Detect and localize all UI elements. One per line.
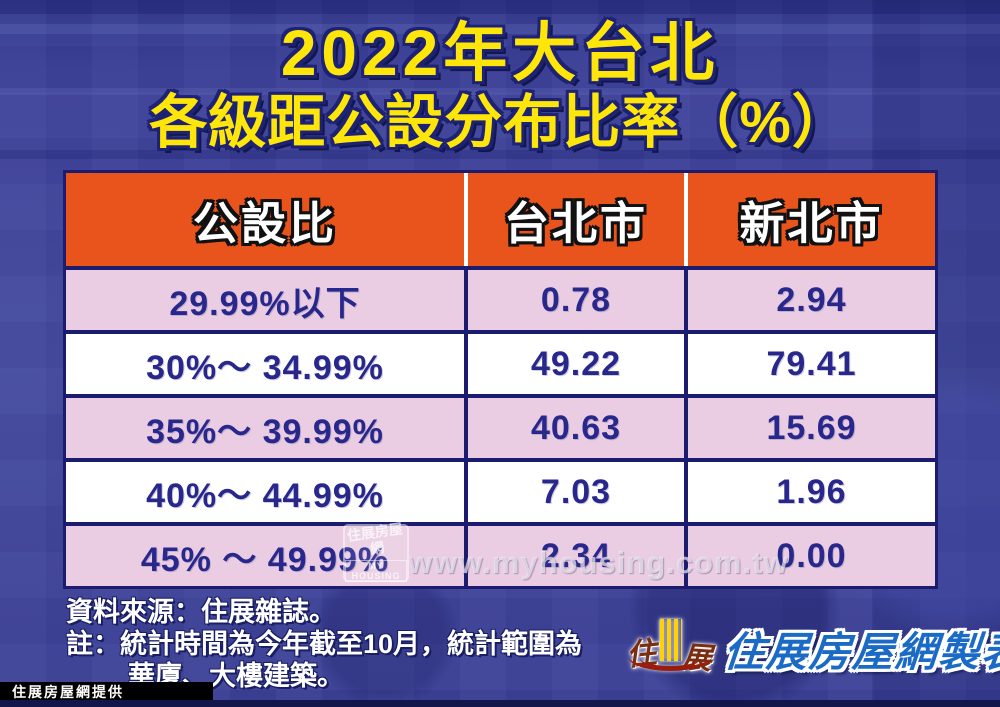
myhousing-watermark-logo: 住展房屋網 MY HOUSING: [343, 520, 409, 582]
background-streak: [0, 24, 1000, 34]
publisher-logo: 住 展 住展房屋網製表: [624, 617, 1000, 679]
watermark-logo-chinese: 住展房屋網: [346, 520, 404, 557]
header-cell-ratio-bracket: 公設比: [192, 198, 337, 249]
row-label: 40%～ 44.99%: [146, 476, 384, 515]
footer-notes: 資料來源：住展雜誌。 註：統計時間為今年截至10月，統計範圍為 華廈、大樓建築。: [66, 596, 582, 692]
provider-strip: 住展房屋網提供: [0, 682, 213, 702]
taipei-value: 49.22: [464, 334, 684, 394]
background-streak: [0, 150, 1000, 159]
taipei-value: 7.03: [464, 462, 684, 522]
watermark-url: www.myhousing.com.tw: [408, 545, 789, 580]
juzhan-emblem-icon: 住 展: [624, 617, 716, 679]
row-label: 45% ～ 49.99%: [140, 540, 390, 579]
background-streak: [0, 0, 1000, 14]
new-taipei-value: 15.69: [684, 398, 935, 458]
header-cell-new-taipei-city: 新北市: [684, 173, 935, 266]
data-table: 公設比 台北市 新北市 29.99%以下 0.78 2.94 30%～ 34.9…: [63, 170, 938, 589]
page-title-line1: 2022年大台北: [280, 17, 720, 89]
open-book-icon: [628, 655, 712, 671]
taipei-value: 0.78: [464, 270, 684, 330]
skyline-bars-icon: [660, 619, 682, 661]
publisher-credit: 住展房屋網製表: [721, 629, 1000, 675]
table-header-row: 公設比 台北市 新北市: [66, 173, 935, 266]
stat-note-line1: 註：統計時間為今年截至10月，統計範圍為: [66, 629, 583, 659]
background-streak: [0, 88, 1000, 95]
bottom-bar-decoration: [0, 700, 1000, 707]
table-row: 45% ～ 49.99% 2.34 0.00: [66, 522, 935, 586]
table-row: 29.99%以下 0.78 2.94: [66, 266, 935, 330]
new-taipei-value: 79.41: [684, 334, 935, 394]
watermark-logo-english: MY HOUSING: [345, 560, 407, 582]
new-taipei-value: 2.94: [684, 270, 935, 330]
page-title-line2: 各級距公設分布比率（%）: [149, 90, 851, 155]
page-title: 2022年大台北 各級距公設分布比率（%）: [0, 16, 1000, 156]
table-row: 40%～ 44.99% 7.03 1.96: [66, 458, 935, 522]
open-book-icon: [640, 657, 700, 669]
new-taipei-value: 1.96: [684, 462, 935, 522]
new-taipei-value: 0.00: [684, 526, 935, 586]
header-cell-taipei-city: 台北市: [464, 173, 684, 266]
row-label: 30%～ 34.99%: [146, 348, 384, 387]
taipei-value: 2.34: [464, 526, 684, 586]
table-row: 30%～ 34.99% 49.22 79.41: [66, 330, 935, 394]
source-note: 資料來源：住展雜誌。: [66, 597, 336, 627]
taipei-value: 40.63: [464, 398, 684, 458]
row-label: 35%～ 39.99%: [146, 412, 384, 451]
table-row: 35%～ 39.99% 40.63 15.69: [66, 394, 935, 458]
row-label: 29.99%以下: [169, 284, 361, 323]
